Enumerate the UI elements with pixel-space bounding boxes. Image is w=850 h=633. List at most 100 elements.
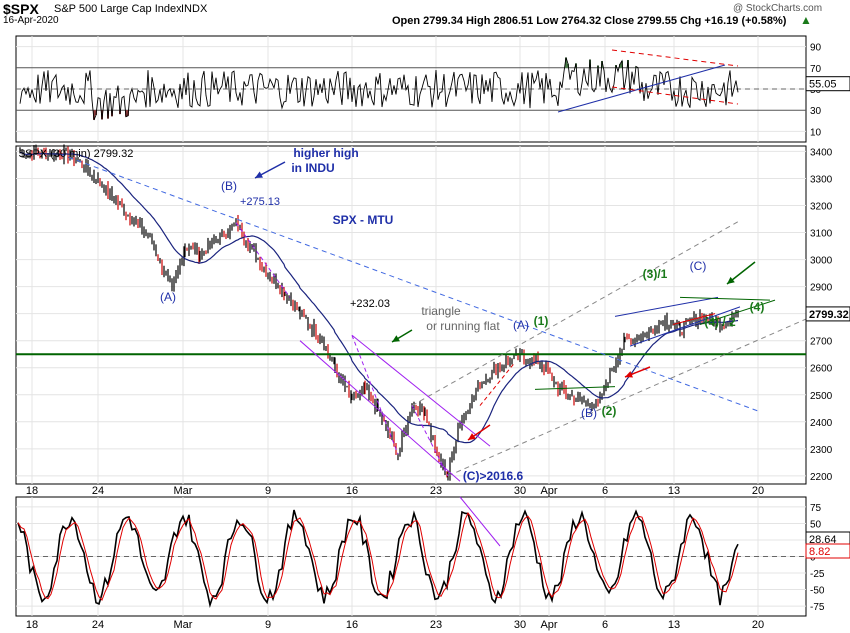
x-tick-label: Apr xyxy=(540,485,557,497)
price-y-tick-label: 2700 xyxy=(810,337,833,348)
last-price-box xyxy=(805,306,850,322)
rsi-y-tick-label: 10 xyxy=(810,127,822,138)
wave-a-label: (A) xyxy=(513,318,529,332)
price-y-tick-label: 2600 xyxy=(810,364,833,375)
x-tick-label: 20 xyxy=(752,485,764,497)
macd-y-tick-label: 50 xyxy=(810,519,822,530)
green-guide-line xyxy=(679,296,771,301)
macd-signal-label: 8.82 xyxy=(809,546,830,558)
blue-channel-line xyxy=(629,306,741,347)
purple-dashed-leg xyxy=(411,405,449,477)
higher-high-label: in INDU xyxy=(291,161,334,175)
rsi-line xyxy=(19,57,739,121)
gain-label: +232.03 xyxy=(350,298,390,310)
x-tick-label: Mar xyxy=(174,485,193,497)
watermark: @ StockCharts.com xyxy=(733,3,823,14)
price-y-tick-label: 3400 xyxy=(810,147,833,158)
downtrend-line xyxy=(59,153,759,412)
x-tick-label: 9 xyxy=(265,485,271,497)
rsi-value-box xyxy=(805,76,850,92)
macd-y-tick-label: -50 xyxy=(810,586,825,597)
chart-background-layer: 18 18 24 24 Mar Mar 9 9 16 16 23 23 30 30 Apr Apr 6 6 13 13… xyxy=(15,35,833,631)
wave-a-label: (A) xyxy=(160,290,176,304)
red-arrow-icon-head xyxy=(468,433,476,440)
rsi-dashed-line xyxy=(611,86,739,105)
x-tick-label: 18 xyxy=(26,619,38,631)
macd-signal-box xyxy=(805,543,850,559)
x-tick-label: 16 xyxy=(346,619,358,631)
x-tick-label: 23 xyxy=(430,485,442,497)
macd-y-tick-label: 75 xyxy=(810,503,822,514)
green-guide-line xyxy=(534,386,616,390)
wave-c-label: (C) xyxy=(690,259,707,273)
rsi-dashed-line xyxy=(611,49,739,67)
last-price-label: 2799.32 xyxy=(809,309,849,321)
up-arrow-icon: ▲ xyxy=(800,13,812,27)
purple-channel-lower xyxy=(299,340,461,482)
green-arrow-icon-head xyxy=(727,276,735,284)
red-arrow-icon-head xyxy=(625,371,633,378)
price-y-tick-label: 3300 xyxy=(810,174,833,185)
wave-b-label: (B) xyxy=(581,406,597,420)
wave-4-label: (4) xyxy=(750,300,765,314)
x-tick-label: 24 xyxy=(92,485,104,497)
wave-1-label: (1) xyxy=(534,314,549,328)
purple-dashed-leg xyxy=(235,222,291,298)
price-y-tick-label: 3000 xyxy=(810,256,833,267)
rsi-y-tick-label: 90 xyxy=(810,43,822,54)
moving-average-line xyxy=(19,151,739,444)
price-y-tick-label: 2500 xyxy=(810,391,833,402)
chart-index-name: S&P 500 Large Cap Index xyxy=(54,3,182,15)
purple-channel-extension xyxy=(459,496,501,547)
rsi-y-tick-label: 70 xyxy=(810,64,822,75)
chart-exchange: INDX xyxy=(181,3,208,15)
wave-4-label: (4) / 2 xyxy=(704,315,736,329)
channel-lower-line xyxy=(447,318,807,477)
macd-y-tick-label: -75 xyxy=(810,602,825,613)
macd-signal-line xyxy=(17,511,739,602)
price-y-tick-label: 3100 xyxy=(810,229,833,240)
blue-channel-line xyxy=(614,296,719,317)
wave-2-label: (2) xyxy=(602,404,617,418)
x-tick-label: 18 xyxy=(26,485,38,497)
red-dashed-leg xyxy=(479,362,516,406)
macd-line xyxy=(17,509,739,609)
macd-y-tick-label: -25 xyxy=(810,569,825,580)
higher-high-label: higher high xyxy=(293,146,358,160)
macd-value-label: 28.64 xyxy=(809,534,837,546)
rsi-y-tick-label: 30 xyxy=(810,106,822,117)
price-y-tick-label: 3200 xyxy=(810,201,833,212)
chart-series-layer xyxy=(16,49,807,609)
x-tick-label: 6 xyxy=(602,619,608,631)
rsi-value-label: 55.05 xyxy=(809,79,837,91)
x-tick-label: 24 xyxy=(92,619,104,631)
price-panel-frame xyxy=(15,145,807,485)
x-tick-label: 16 xyxy=(346,485,358,497)
ohlc-readout: Open 2799.34 High 2806.51 Low 2764.32 Cl… xyxy=(392,15,787,27)
higher-high-arrow-icon-head xyxy=(255,171,263,178)
x-tick-label: 23 xyxy=(430,619,442,631)
x-tick-label: 9 xyxy=(265,619,271,631)
x-tick-label: 13 xyxy=(668,619,680,631)
price-y-tick-label: 2400 xyxy=(810,418,833,429)
x-tick-label: 30 xyxy=(514,619,526,631)
rsi-trend-line xyxy=(557,64,726,113)
price-panel-title: $SPX (30 min) 2799.32 xyxy=(19,148,133,160)
x-tick-label: 13 xyxy=(668,485,680,497)
price-y-tick-label: 2900 xyxy=(810,283,833,294)
x-tick-label: Mar xyxy=(174,619,193,631)
spx-mtu-label: SPX - MTU xyxy=(333,213,394,227)
triangle-label: triangle xyxy=(421,304,461,318)
x-tick-label: Apr xyxy=(540,619,557,631)
x-tick-label: 6 xyxy=(602,485,608,497)
triangle-arrow-icon-head xyxy=(392,335,400,342)
purple-channel-upper xyxy=(351,334,491,447)
chart-symbol: $SPX xyxy=(3,1,39,17)
purple-dashed-leg xyxy=(351,335,399,455)
x-tick-label: 30 xyxy=(514,485,526,497)
red-guide-line xyxy=(672,313,716,325)
wave-3-label: (3)/1 xyxy=(643,267,668,281)
gain-label: +275.13 xyxy=(240,196,280,208)
